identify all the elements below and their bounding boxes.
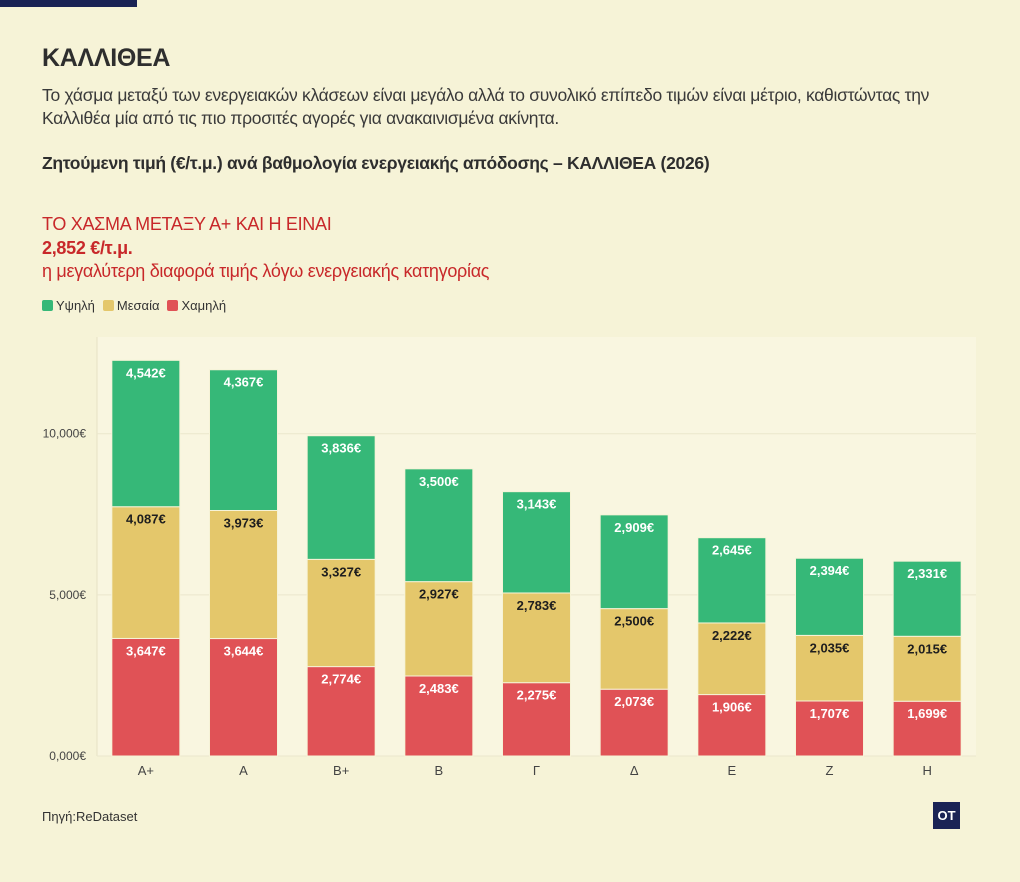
legend-label-medium: Μεσαία [116,298,160,313]
legend-item-medium[interactable]: Μεσαία [102,298,160,313]
highlight-line-3: η μεγαλύτερη διαφορά τιμής λόγω ενεργεια… [42,261,490,281]
data-label: 3,143€ [517,497,557,512]
data-label: 2,275€ [517,688,557,703]
bar-segment [502,592,571,684]
bar-segment [111,359,181,508]
data-label: 2,331€ [907,566,947,581]
chart-legend: Υψηλή Μεσαία Χαμηλή [42,298,226,313]
data-label: 2,774€ [321,672,361,687]
bar-segment [502,491,571,594]
data-label: 3,644€ [224,644,264,659]
bar-segment [111,637,181,757]
bar-segment [306,666,376,757]
x-tick-label: Δ [630,763,639,778]
brand-logo: OT [933,802,960,829]
legend-label-high: Υψηλή [56,298,95,313]
chart-title: Ζητούμενη τιμή (€/τ.μ.) ανά βαθμολογία ε… [42,153,710,173]
bar-segment [697,694,767,757]
y-tick-label: 0,000€ [49,749,86,763]
x-tick-label: Η [922,763,931,778]
x-tick-label: B [434,763,443,778]
data-label: 1,699€ [907,706,947,721]
x-tick-label: A [239,763,248,778]
data-label: 3,327€ [321,564,361,579]
data-label: 2,783€ [517,598,557,613]
bar-segment [599,688,669,757]
data-label: 2,073€ [614,694,654,709]
x-tick-label: Ε [727,763,736,778]
bar-segment [404,468,474,583]
bar-segment [795,700,864,757]
bar-segment [209,369,278,511]
bar-segment [209,509,278,640]
bar-segment [306,558,376,668]
data-label: 4,367€ [224,375,264,390]
bar-segment [892,560,962,637]
data-label: 2,927€ [419,587,459,602]
page-title: ΚΑΛΛΙΘΕΑ [42,44,171,72]
bar-segment [111,506,181,639]
data-label: 4,542€ [126,365,166,380]
y-tick-label: 10,000€ [43,427,87,441]
highlight-line-1: ΤΟ ΧΑΣΜΑ ΜΕΤΑΞΥ Α+ ΚΑΙ Η ΕΙΝΑΙ [42,214,332,234]
legend-item-low[interactable]: Χαμηλή [167,298,226,313]
legend-swatch-high [42,300,53,311]
data-label: 2,645€ [712,543,752,558]
bar-segment [795,557,864,636]
legend-item-high[interactable]: Υψηλή [42,298,95,313]
brand-top-bar [0,0,137,7]
bar-segment [404,675,474,757]
bar-segment [697,622,767,696]
bar-segment [795,634,864,702]
legend-swatch-medium [102,300,114,311]
bar-segment [404,581,474,677]
data-label: 2,394€ [810,563,850,578]
data-label: 3,973€ [224,515,264,530]
x-tick-label: B+ [333,763,349,778]
bar-segment [892,635,962,702]
data-label: 3,500€ [419,474,459,489]
bar-segment [892,700,962,757]
bar-segment [306,435,376,560]
data-label: 2,483€ [419,681,459,696]
x-tick-label: A+ [138,763,154,778]
data-label: 2,222€ [712,628,752,643]
page-subtitle: Το χάσμα μεταξύ των ενεργειακών κλάσεων … [42,85,930,128]
source-note: Πηγή:ReDataset [42,809,138,824]
data-label: 3,647€ [126,643,166,658]
x-tick-label: Γ [533,763,540,778]
x-tick-label: Ζ [826,763,834,778]
bar-segment [599,514,669,610]
data-label: 2,035€ [810,640,850,655]
bar-segment [697,537,767,624]
highlight-value: 2,852 €/τ.μ. [42,238,133,258]
data-label: 2,015€ [907,641,947,656]
legend-swatch-low [167,300,179,311]
data-label: 4,087€ [126,512,166,527]
data-label: 3,836€ [321,441,361,456]
data-label: 1,707€ [810,706,850,721]
data-label: 2,909€ [614,520,654,535]
legend-label-low: Χαμηλή [181,298,227,313]
bar-segment [502,682,571,757]
data-label: 1,906€ [712,700,752,715]
bar-segment [599,608,669,690]
stacked-bar-chart: 0,000€ 5,000€ 10,000€ 3,647€ 4,087€ 4,542€ A+ 3… [43,337,976,778]
data-label: 2,500€ [614,614,654,629]
y-tick-label: 5,000€ [49,588,86,602]
